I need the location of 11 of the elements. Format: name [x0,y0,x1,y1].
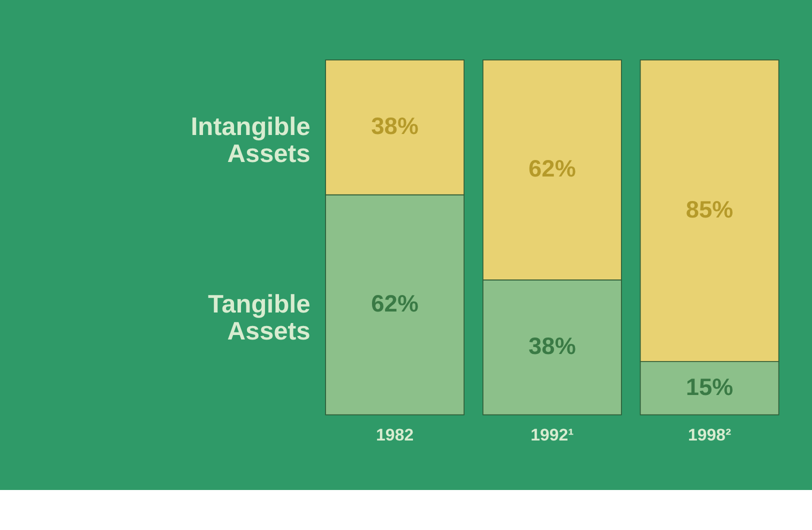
data-label: 38% [371,114,418,140]
x-tick-label: 1998² [688,426,732,445]
data-label: 85% [686,198,734,224]
series-label: Tangible Assets [208,290,310,346]
x-tick-label: 1992¹ [530,426,574,445]
series-label: Intangible Assets [190,112,310,168]
data-label: 38% [528,334,576,360]
data-label: 62% [528,156,576,183]
data-label: 15% [686,374,734,401]
x-tick-label: 1982 [376,426,414,445]
data-label: 62% [371,292,418,318]
